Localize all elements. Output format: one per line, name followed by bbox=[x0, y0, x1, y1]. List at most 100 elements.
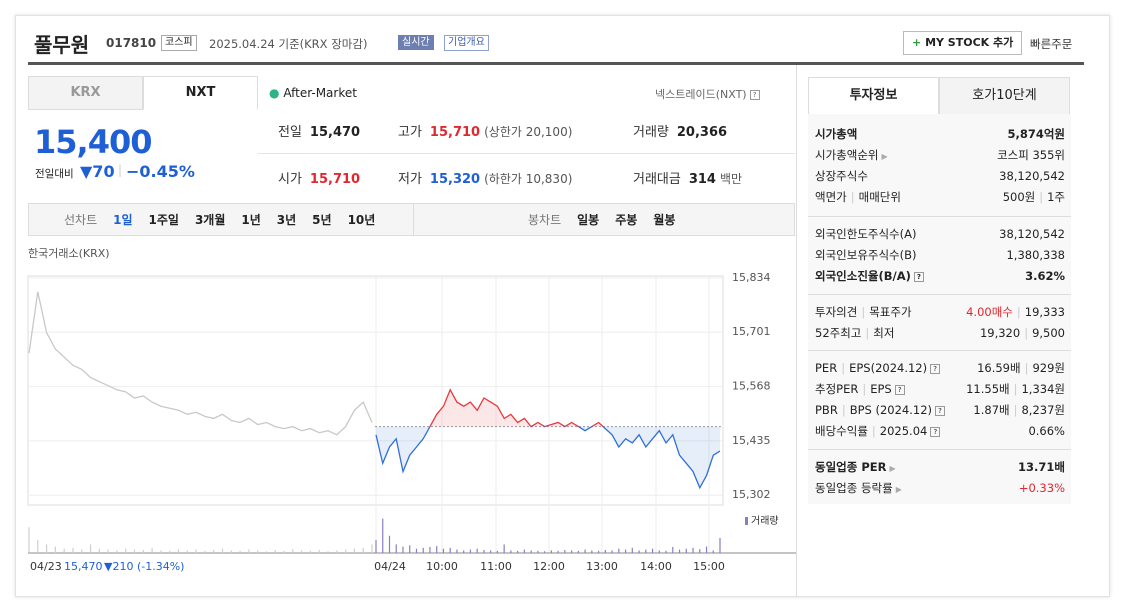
info-icon: ? bbox=[935, 405, 946, 416]
period[interactable]: 1주일 bbox=[148, 213, 179, 227]
sep: | bbox=[1013, 403, 1018, 417]
sep: | bbox=[1024, 361, 1029, 375]
row-value: 코스피 355위 bbox=[997, 145, 1065, 165]
candle-periods: 봉차트 일봉 주봉 월봉 bbox=[520, 211, 683, 228]
quick-order[interactable]: 빠른주문 bbox=[1030, 37, 1073, 51]
row-value: 5,874억원 bbox=[1007, 124, 1065, 144]
invest-row: 투자의견 | 목표주가 4.00매수 | 19,333 bbox=[815, 302, 1065, 322]
mystock-button[interactable]: + MY STOCK 추가 bbox=[903, 31, 1023, 55]
change-pct: −0.45% bbox=[126, 162, 195, 181]
row-label: 외국인보유주식수(B) bbox=[815, 248, 917, 262]
quote-cell: 거래대금 314 백만 bbox=[633, 168, 742, 187]
value-part: 1,334원 bbox=[1021, 382, 1065, 396]
period[interactable]: 5년 bbox=[312, 213, 332, 227]
quote-sub: (상한가 20,100) bbox=[484, 125, 573, 139]
realtime: 실시간 bbox=[398, 35, 434, 50]
row-value: 1,380,338 bbox=[1006, 245, 1065, 265]
row-value: 11.55배 | 1,334원 bbox=[966, 379, 1065, 399]
sep: | bbox=[1013, 382, 1018, 396]
sep: | bbox=[871, 424, 876, 438]
period[interactable]: 일봉 bbox=[577, 213, 600, 227]
invest-tab[interactable]: 투자정보 bbox=[808, 77, 939, 115]
value-part: 1,380,338 bbox=[1006, 248, 1065, 262]
row-value: 0.66% bbox=[1028, 421, 1065, 441]
label-part: 52주최고 bbox=[815, 326, 862, 340]
label-part: 매매단위 bbox=[858, 190, 901, 204]
value-part: 19,320 bbox=[979, 326, 1021, 340]
row-label: 추정PER | EPS? bbox=[815, 382, 905, 396]
sep: | bbox=[118, 163, 123, 177]
label-part: 추정PER bbox=[815, 382, 859, 396]
sep: | bbox=[841, 403, 846, 417]
period[interactable]: 3년 bbox=[276, 213, 297, 227]
row-label: 배당수익률 | 2025.04? bbox=[815, 424, 941, 438]
period-divider bbox=[413, 204, 414, 235]
invest-row: 동일업종 등락률 ▶ +0.33% bbox=[815, 478, 1065, 498]
period-bar bbox=[28, 203, 795, 236]
value-part: 16.59배 bbox=[977, 361, 1021, 375]
row-label: PBR | BPS (2024.12)? bbox=[815, 403, 946, 417]
period[interactable]: 1일 bbox=[113, 213, 133, 227]
tab-nxt[interactable]: NXT bbox=[143, 76, 258, 110]
value-part: 19,333 bbox=[1024, 305, 1065, 319]
row-label: 투자의견 | 목표주가 bbox=[815, 305, 912, 319]
quote-rule bbox=[258, 153, 795, 154]
row-label: 액면가 | 매매단위 bbox=[815, 190, 901, 204]
row-value: 38,120,542 bbox=[999, 224, 1065, 244]
value-part: 5,874억원 bbox=[1007, 127, 1065, 141]
group-rule bbox=[808, 216, 1071, 217]
period-label: 봉차트 bbox=[528, 213, 562, 227]
row-value: 500원 | 1주 bbox=[1003, 187, 1065, 207]
quote-value: 314 bbox=[688, 172, 716, 187]
quote-cell: 전일 15,470 bbox=[278, 121, 360, 140]
company-link[interactable]: 기업개요 bbox=[444, 35, 489, 51]
label-part: 시가총액 bbox=[815, 127, 858, 141]
invest-row: 액면가 | 매매단위 500원 | 1주 bbox=[815, 187, 1065, 207]
date: 2025.04.24 기준(KRX 장마감) bbox=[209, 37, 368, 51]
value-part: 38,120,542 bbox=[999, 169, 1065, 183]
tab-krx[interactable]: KRX bbox=[28, 76, 143, 110]
quote-label: 시가 bbox=[278, 172, 302, 187]
value-part: 13.71배 bbox=[1018, 460, 1065, 474]
quote-value: 15,320 bbox=[429, 172, 481, 187]
quote-value: 20,366 bbox=[676, 125, 728, 140]
label-part: 외국인보유주식수(B) bbox=[815, 248, 917, 262]
value-part: 11.55배 bbox=[966, 382, 1010, 396]
plus: + bbox=[912, 36, 922, 49]
label-part: PBR bbox=[815, 403, 838, 417]
quote-cell: 시가 15,710 bbox=[278, 168, 360, 187]
label-part: 상장주식수 bbox=[815, 169, 868, 183]
value-part: 3.62% bbox=[1025, 269, 1065, 283]
invest-row: 상장주식수 38,120,542 bbox=[815, 166, 1065, 186]
dot: ● bbox=[269, 86, 280, 100]
value-part: 38,120,542 bbox=[999, 227, 1065, 241]
quote-cell: 저가 15,320 (하한가 10,830) bbox=[398, 168, 572, 187]
arrow: ▶ bbox=[889, 464, 896, 473]
divider bbox=[796, 65, 797, 597]
invest-row: 추정PER | EPS? 11.55배 | 1,334원 bbox=[815, 379, 1065, 399]
header-rule bbox=[28, 62, 1084, 65]
value-part: 0.66% bbox=[1028, 424, 1065, 438]
quote-value: 15,470 bbox=[309, 125, 361, 140]
value-part: 9,500 bbox=[1032, 326, 1065, 340]
value-part: 929원 bbox=[1032, 361, 1065, 375]
label-part: EPS bbox=[870, 382, 892, 396]
period[interactable]: 주봉 bbox=[615, 213, 638, 227]
period[interactable]: 10년 bbox=[347, 213, 376, 227]
row-value: 4.00매수 | 19,333 bbox=[966, 302, 1065, 322]
invest-tab[interactable]: 호가10단계 bbox=[939, 77, 1070, 115]
quote-sub: (하한가 10,830) bbox=[484, 172, 573, 186]
info-icon: ? bbox=[894, 384, 905, 395]
period[interactable]: 1년 bbox=[241, 213, 261, 227]
sep: | bbox=[1039, 190, 1044, 204]
period[interactable]: 3개월 bbox=[194, 213, 226, 227]
invest-row: 외국인한도주식수(A) 38,120,542 bbox=[815, 224, 1065, 244]
period[interactable]: 월봉 bbox=[653, 213, 676, 227]
invest-row: 52주최고 | 최저 19,320 | 9,500 bbox=[815, 323, 1065, 343]
quote-label: 거래대금 bbox=[633, 172, 681, 187]
quote-label: 고가 bbox=[398, 125, 422, 140]
row-value: 19,320 | 9,500 bbox=[980, 323, 1065, 343]
row-label: PER | EPS(2024.12)? bbox=[815, 361, 941, 375]
quote-label: 전일 bbox=[278, 125, 302, 140]
